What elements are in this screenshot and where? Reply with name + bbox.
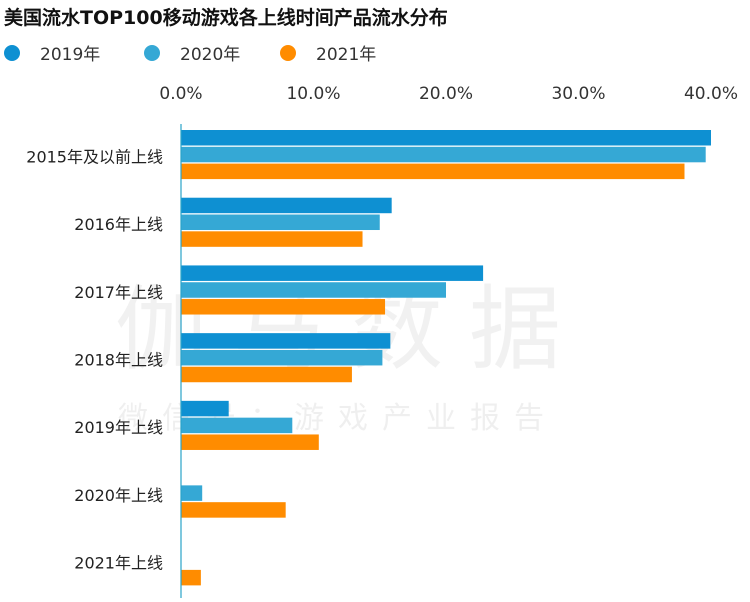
legend-label-2019: 2019年 [40,45,101,65]
bar-2021-6 [181,569,201,586]
bar-2020-0 [181,146,706,163]
category-label: 2017年上线 [74,283,163,302]
bar-2021-4 [181,434,319,450]
legend-item-2019: 2019年 [4,40,100,65]
category-label: 2018年上线 [74,351,163,370]
bar-2020-2 [181,282,446,298]
bar-2021-3 [181,366,352,383]
legend-item-2020: 2020年 [144,40,240,65]
chart-title: 美国流水TOP100移动游戏各上线时间产品流水分布 [4,7,448,29]
bar-2019-4 [181,400,229,417]
bar-2019-0 [181,130,711,146]
legend-label-2020: 2020年 [180,45,241,65]
bar-2020-3 [181,349,383,366]
category-label: 2019年上线 [74,418,163,437]
category-label: 2015年及以前上线 [26,147,163,166]
legend-label-2021: 2021年 [316,45,377,65]
bar-2020-1 [181,214,380,231]
bar-2021-2 [181,299,386,315]
bar-2019-2 [181,265,484,281]
legend-swatch-2020 [144,44,160,61]
x-tick-label: 40.0% [684,84,738,104]
legend-item-2021: 2021年 [280,40,376,65]
bar-2021-0 [181,163,685,180]
x-tick-label: 0.0% [159,84,202,104]
x-tick-label: 10.0% [286,84,340,104]
x-tick-label: 30.0% [551,84,605,104]
legend-swatch-2019 [4,44,20,61]
legend-swatch-2021 [280,44,296,61]
bar-2020-4 [181,417,293,434]
bar-2019-1 [181,197,392,214]
bar-2021-1 [181,231,363,247]
x-tick-label: 20.0% [419,84,473,104]
bar-2019-3 [181,333,391,349]
bar-2020-5 [181,485,203,501]
bar-2021-5 [181,502,286,518]
category-label: 2020年上线 [74,486,163,505]
category-label: 2021年上线 [74,554,163,573]
category-label: 2016年上线 [74,215,163,234]
